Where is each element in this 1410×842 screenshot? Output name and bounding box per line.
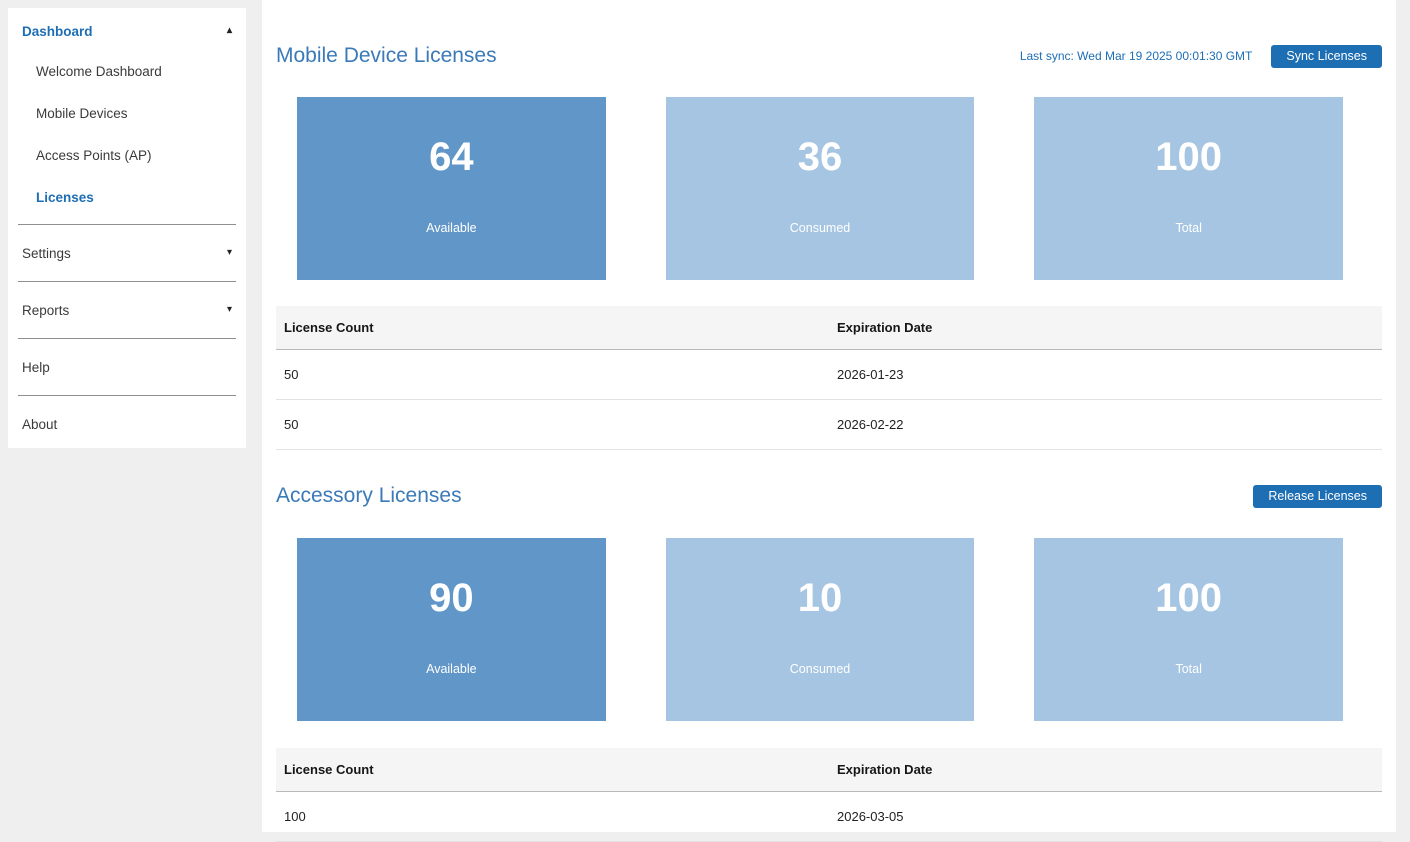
sidebar-divider <box>18 281 236 282</box>
sidebar: Dashboard ▴ Welcome Dashboard Mobile Dev… <box>8 8 246 448</box>
main-content: Mobile Device Licenses Last sync: Wed Ma… <box>262 0 1396 842</box>
sidebar-item-mobile-devices-label: Mobile Devices <box>36 105 128 121</box>
release-licenses-button[interactable]: Release Licenses <box>1253 484 1382 508</box>
available-label: Available <box>426 662 477 676</box>
sidebar-dashboard-submenu: Welcome Dashboard Mobile Devices Access … <box>8 46 246 218</box>
accessory-licenses-section: Accessory Licenses Release Licenses 90 A… <box>276 484 1382 842</box>
expiration-date-cell: 2026-01-23 <box>829 349 1382 400</box>
expiration-date-cell: 2026-03-05 <box>829 791 1382 842</box>
stat-card-total: 100 Total <box>1034 538 1344 721</box>
stat-card-total: 100 Total <box>1034 97 1344 280</box>
caret-down-icon: ▾ <box>226 247 232 258</box>
sidebar-item-dashboard-label: Dashboard <box>22 23 93 39</box>
total-label: Total <box>1175 221 1202 235</box>
table-row: 50 2026-01-23 <box>276 349 1382 400</box>
sidebar-item-about[interactable]: About <box>8 402 246 446</box>
mobile-license-table: License Count Expiration Date 50 2026-01… <box>276 306 1382 450</box>
table-header-row: License Count Expiration Date <box>276 306 1382 350</box>
mobile-license-cards: 64 Available 36 Consumed 100 Total <box>276 97 1382 280</box>
table-header-row: License Count Expiration Date <box>276 748 1382 792</box>
license-count-cell: 100 <box>276 791 829 842</box>
expiration-date-cell: 2026-02-22 <box>829 399 1382 450</box>
caret-up-icon: ▴ <box>226 25 232 36</box>
expiration-date-header: Expiration Date <box>829 306 1382 350</box>
sidebar-item-about-label: About <box>22 416 58 432</box>
license-count-cell: 50 <box>276 399 829 450</box>
sidebar-item-settings-label: Settings <box>22 245 71 261</box>
sidebar-item-dashboard[interactable]: Dashboard ▴ <box>8 8 246 46</box>
expiration-date-header: Expiration Date <box>829 748 1382 792</box>
sidebar-item-welcome-dashboard[interactable]: Welcome Dashboard <box>8 50 246 92</box>
available-count: 64 <box>429 135 474 179</box>
sidebar-item-reports[interactable]: Reports ▾ <box>8 288 246 332</box>
sidebar-item-reports-label: Reports <box>22 302 70 318</box>
license-count-header: License Count <box>276 306 829 350</box>
mobile-device-licenses-title: Mobile Device Licenses <box>276 44 497 67</box>
sidebar-item-licenses[interactable]: Licenses <box>8 176 246 218</box>
caret-down-icon: ▾ <box>226 304 232 315</box>
consumed-count: 36 <box>797 135 843 179</box>
table-row: 50 2026-02-22 <box>276 399 1382 450</box>
sidebar-item-licenses-label: Licenses <box>36 189 94 205</box>
sync-licenses-button[interactable]: Sync Licenses <box>1271 44 1382 68</box>
sidebar-item-help-label: Help <box>22 359 50 375</box>
total-label: Total <box>1175 662 1202 676</box>
sidebar-item-welcome-dashboard-label: Welcome Dashboard <box>36 63 162 79</box>
available-label: Available <box>426 221 477 235</box>
accessory-license-cards: 90 Available 10 Consumed 100 Total <box>276 538 1382 721</box>
license-count-cell: 50 <box>276 349 829 400</box>
last-sync-text: Last sync: Wed Mar 19 2025 00:01:30 GMT <box>1019 49 1253 63</box>
sidebar-item-access-points[interactable]: Access Points (AP) <box>8 134 246 176</box>
consumed-count: 10 <box>797 576 843 620</box>
consumed-label: Consumed <box>789 221 851 235</box>
consumed-label: Consumed <box>789 662 851 676</box>
total-count: 100 <box>1155 576 1223 620</box>
sidebar-item-help[interactable]: Help <box>8 345 246 389</box>
license-count-header: License Count <box>276 748 829 792</box>
sidebar-divider <box>18 338 236 339</box>
table-row: 100 2026-03-05 <box>276 791 1382 842</box>
accessory-license-table: License Count Expiration Date 100 2026-0… <box>276 748 1382 842</box>
total-count: 100 <box>1155 135 1223 179</box>
stat-card-available: 90 Available <box>297 538 606 721</box>
sidebar-item-access-points-label: Access Points (AP) <box>36 147 152 163</box>
sidebar-divider <box>18 395 236 396</box>
available-count: 90 <box>429 576 474 620</box>
stat-card-consumed: 10 Consumed <box>665 538 975 721</box>
sidebar-item-settings[interactable]: Settings ▾ <box>8 231 246 275</box>
sidebar-divider <box>18 224 236 225</box>
sidebar-item-mobile-devices[interactable]: Mobile Devices <box>8 92 246 134</box>
accessory-licenses-title: Accessory Licenses <box>276 484 462 507</box>
stat-card-consumed: 36 Consumed <box>665 97 975 280</box>
mobile-device-licenses-section: Mobile Device Licenses Last sync: Wed Ma… <box>276 0 1382 450</box>
stat-card-available: 64 Available <box>297 97 606 280</box>
